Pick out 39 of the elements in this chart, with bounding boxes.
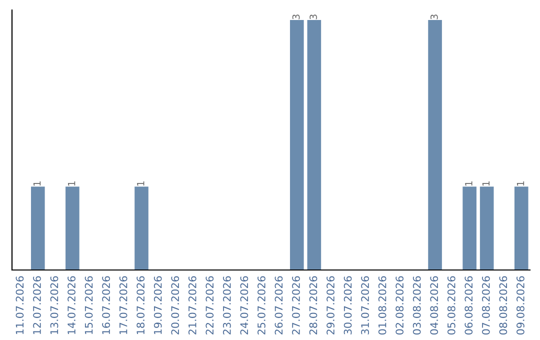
x-tick-label: 27.07.2026: [292, 276, 300, 334]
x-tick-label: 08.08.2026: [499, 276, 508, 335]
x-tick-label: 09.08.2026: [516, 276, 524, 335]
x-tick-label: 15.07.2026: [84, 276, 93, 334]
x-tick-label: 22.07.2026: [206, 276, 214, 334]
x-tick-label: 03.08.2026: [412, 276, 421, 335]
x-tick-label: 12.07.2026: [33, 276, 41, 334]
data-label: 3: [430, 14, 438, 20]
x-tick-label: 20.07.2026: [171, 276, 180, 334]
x-tick-label: 25.07.2026: [258, 276, 266, 334]
x-tick-label: 16.07.2026: [102, 276, 110, 334]
x-tick-label: 11.07.2026: [16, 276, 24, 334]
x-tick-label: 13.07.2026: [50, 276, 58, 334]
x-tick-label: 06.08.2026: [464, 276, 473, 335]
x-tick-label: 30.07.2026: [344, 276, 352, 334]
x-tick-label: 28.07.2026: [309, 276, 318, 334]
x-tick-label: 26.07.2026: [274, 276, 283, 334]
data-label: 1: [137, 181, 144, 186]
data-label: 1: [33, 181, 41, 186]
x-tick-label: 07.08.2026: [482, 276, 490, 335]
data-label: 1: [68, 181, 76, 186]
x-tick-label: 19.07.2026: [154, 276, 162, 334]
x-tick-label: 02.08.2026: [396, 276, 404, 335]
x-tick-label: 21.07.2026: [188, 276, 196, 334]
x-tick-label: 24.07.2026: [240, 276, 248, 334]
data-label: 1: [465, 181, 472, 186]
x-tick-label: 04.08.2026: [430, 276, 438, 335]
x-tick-label: 23.07.2026: [222, 276, 231, 334]
x-tick-label: 05.08.2026: [447, 276, 456, 335]
x-tick-label: 14.07.2026: [68, 276, 76, 334]
data-label: 3: [310, 14, 317, 20]
x-tick-label: 17.07.2026: [119, 276, 128, 334]
data-label: 1: [482, 181, 490, 186]
x-tick-label: 18.07.2026: [136, 276, 145, 334]
x-tick-label: 01.08.2026: [378, 276, 386, 335]
x-tick-label: 31.07.2026: [361, 276, 369, 334]
data-label: 1: [516, 181, 524, 186]
data-label: 3: [292, 14, 300, 20]
x-tick-label: 29.07.2026: [326, 276, 334, 334]
